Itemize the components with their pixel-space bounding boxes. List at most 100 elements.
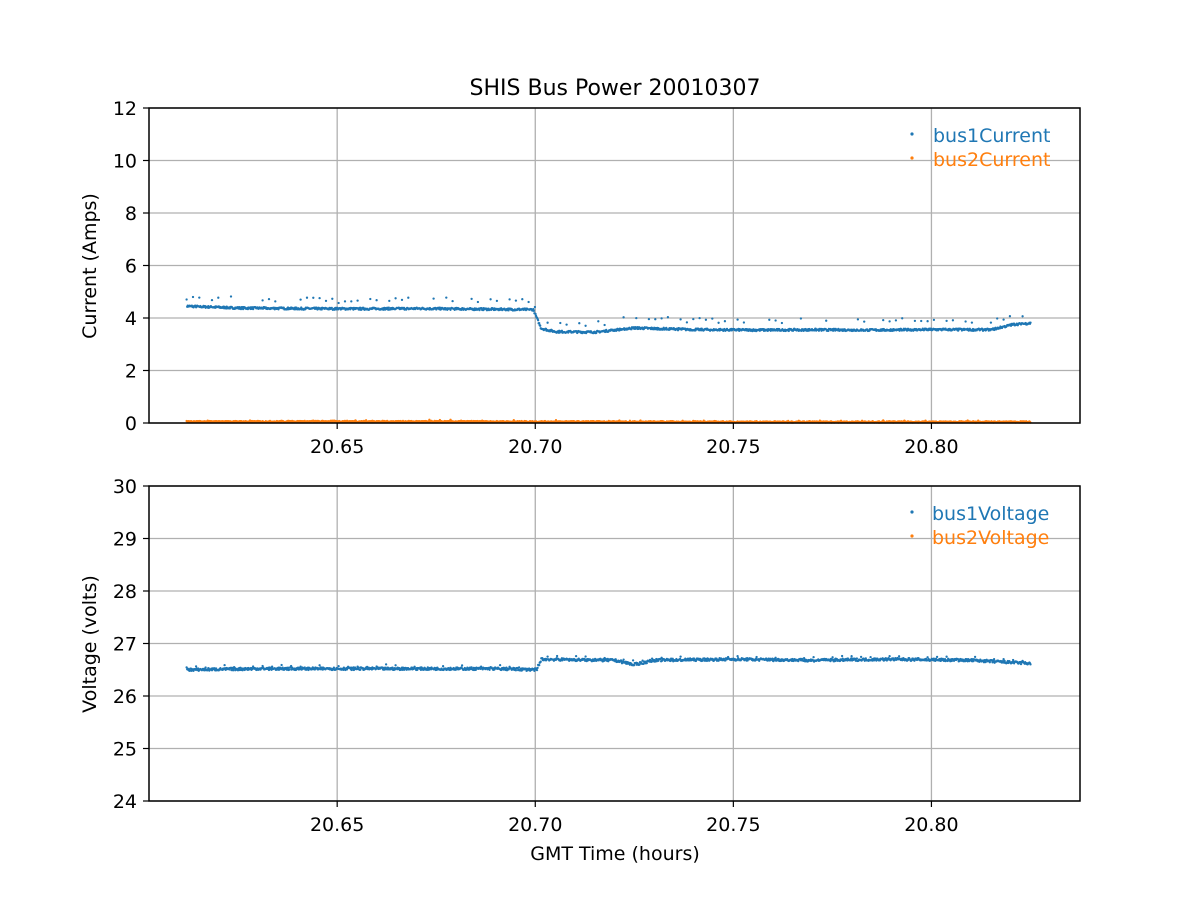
data-point (324, 299, 328, 303)
data-point (996, 317, 999, 320)
data-point (280, 663, 283, 667)
data-point (799, 317, 803, 320)
data-point (217, 296, 220, 299)
data-point (850, 655, 853, 658)
data-point (480, 307, 483, 310)
data-point (359, 306, 362, 309)
data-point (330, 306, 333, 310)
data-point (394, 664, 397, 667)
data-point (717, 321, 720, 324)
data-point (267, 297, 271, 301)
data-point (932, 318, 936, 322)
data-point (318, 296, 321, 300)
data-point (514, 299, 518, 302)
data-point (831, 656, 834, 659)
data-point (356, 299, 359, 302)
current-y-axis-label: Current (Amps) (79, 193, 101, 339)
y-tick-label: 29 (113, 529, 137, 551)
data-point (407, 296, 410, 299)
y-tick-label: 6 (125, 256, 137, 278)
data-point (666, 316, 670, 319)
data-point (507, 309, 510, 312)
data-point (755, 655, 758, 659)
data-point (1021, 315, 1024, 318)
data-point (964, 320, 967, 323)
data-point (736, 654, 739, 658)
data-point (812, 655, 815, 659)
legend-label-bus2Current: bus2Current (933, 149, 1050, 171)
data-point (584, 324, 587, 327)
series-bus1Current (185, 295, 1032, 335)
data-point (400, 298, 404, 302)
data-point (742, 321, 746, 324)
data-point (332, 666, 336, 669)
legend-label-bus2Voltage: bus2Voltage (932, 527, 1049, 549)
data-point (702, 419, 705, 422)
data-point (894, 319, 898, 322)
data-point (1029, 663, 1032, 666)
data-point (888, 655, 891, 658)
y-tick-label: 0 (125, 413, 137, 435)
data-point (495, 299, 499, 303)
data-point (274, 300, 277, 303)
data-point (1002, 318, 1005, 321)
y-tick-label: 2 (125, 361, 137, 383)
y-tick-label: 27 (113, 634, 137, 656)
y-tick-label: 24 (113, 791, 137, 813)
data-point (827, 329, 830, 333)
legend-label-bus1Voltage: bus1Voltage (932, 503, 1049, 525)
data-point (825, 319, 828, 322)
data-point (603, 323, 606, 327)
data-point (451, 299, 454, 303)
data-point (391, 666, 394, 669)
data-point (312, 296, 315, 299)
data-point (654, 318, 657, 321)
data-point (375, 299, 378, 302)
data-point (774, 319, 777, 322)
data-point (723, 320, 727, 323)
data-point (394, 297, 397, 300)
data-point (337, 301, 340, 305)
y-tick-label: 28 (113, 581, 137, 603)
data-point (369, 297, 372, 301)
data-point (460, 664, 464, 667)
data-point (635, 316, 638, 320)
data-point (536, 666, 539, 670)
data-point (318, 664, 321, 667)
data-point (210, 298, 214, 302)
data-point (973, 655, 977, 659)
data-point (565, 323, 568, 326)
data-point (546, 655, 549, 658)
data-point (337, 664, 340, 668)
data-point (535, 668, 539, 672)
legend-marker-bus1Current (910, 132, 914, 136)
data-point (897, 655, 901, 658)
data-point (736, 318, 739, 321)
data-point (584, 655, 587, 658)
data-point (538, 321, 541, 325)
x-tick-label: 20.65 (310, 814, 364, 836)
data-point (597, 320, 600, 323)
data-point (343, 300, 347, 303)
data-point (945, 655, 948, 658)
data-point (913, 319, 917, 323)
legend-marker-bus1Voltage (910, 510, 914, 514)
data-point (198, 296, 201, 299)
data-point (305, 296, 309, 299)
data-point (787, 329, 790, 333)
data-point (508, 298, 511, 301)
x-tick-label: 20.70 (508, 436, 562, 458)
data-point (387, 306, 390, 309)
data-point (539, 324, 542, 327)
y-tick-label: 26 (113, 686, 137, 708)
data-point (679, 655, 682, 658)
data-point (633, 663, 636, 667)
data-point (888, 320, 891, 323)
data-point (350, 300, 353, 303)
data-point (935, 655, 939, 659)
data-point (241, 307, 245, 311)
data-point (780, 321, 784, 325)
data-point (331, 297, 334, 300)
